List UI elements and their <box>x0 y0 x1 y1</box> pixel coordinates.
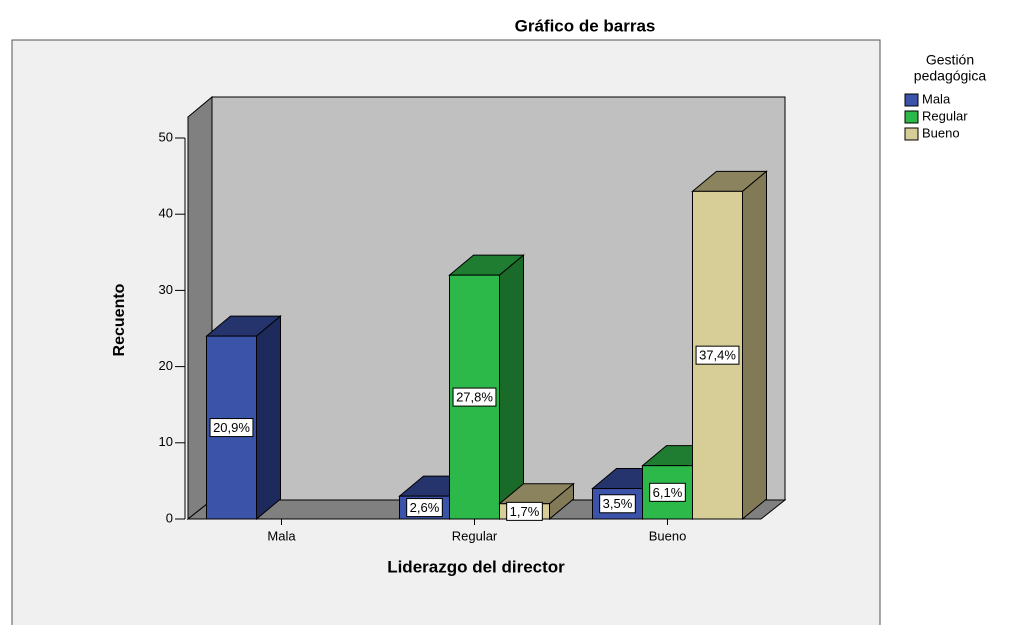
data-label: 1,7% <box>510 504 540 519</box>
data-label-box <box>695 345 740 365</box>
data-label-box <box>599 494 636 514</box>
data-label: 20,9% <box>213 420 250 435</box>
data-label: 6,1% <box>653 485 683 500</box>
legend-label: Mala <box>922 91 951 106</box>
legend-label: Regular <box>922 108 968 123</box>
legend-label: Bueno <box>922 125 960 140</box>
y-tick-label: 0 <box>166 510 173 525</box>
legend-swatch <box>904 127 919 141</box>
x-tick-label: Bueno <box>649 528 687 543</box>
y-tick-label: 40 <box>159 206 173 221</box>
data-label-box <box>209 418 254 438</box>
data-label: 3,5% <box>603 496 633 511</box>
x-axis-title: Liderazgo del director <box>387 557 565 576</box>
bar-side <box>499 254 524 521</box>
chart-title: Gráfico de barras <box>515 16 656 35</box>
y-tick-label: 20 <box>159 358 173 373</box>
legend-swatch <box>904 93 919 107</box>
data-label-box <box>406 498 443 518</box>
y-axis-title: Recuento <box>111 283 128 356</box>
data-label: 2,6% <box>410 500 440 515</box>
legend-swatch <box>904 110 919 124</box>
data-label-box <box>649 482 686 502</box>
data-label: 27,8% <box>456 390 493 405</box>
legend-title: pedagógica <box>914 68 987 84</box>
x-tick-label: Mala <box>267 528 296 543</box>
y-tick-label: 10 <box>159 434 173 449</box>
bar-side <box>256 315 281 521</box>
y-tick-label: 50 <box>159 129 173 144</box>
data-label-box <box>506 501 543 521</box>
data-label: 37,4% <box>699 348 736 363</box>
bar-side <box>742 170 767 521</box>
legend-title: Gestión <box>926 52 974 68</box>
y-tick-label: 30 <box>159 282 173 297</box>
data-label-box <box>452 387 497 407</box>
x-tick-label: Regular <box>452 528 498 543</box>
